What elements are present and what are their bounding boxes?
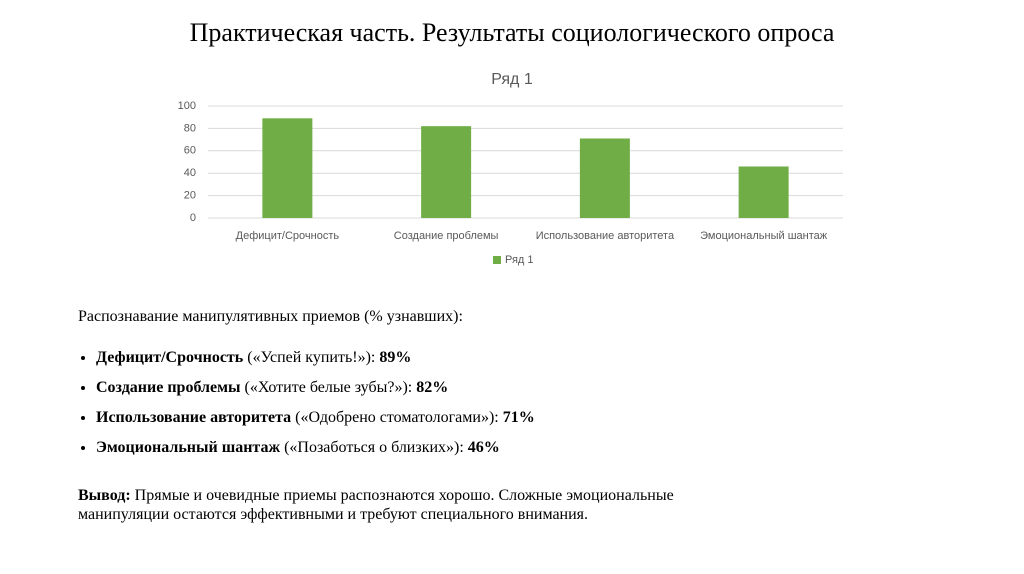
item-value: 46% — [467, 439, 500, 456]
conclusion-label: Вывод: — [78, 487, 131, 504]
bar — [421, 126, 472, 218]
item-example: («Позаботься о близких»): — [284, 439, 464, 456]
x-tick-label: Создание проблемы — [394, 230, 499, 242]
item-example: («Хотите белые зубы?»): — [244, 379, 413, 396]
item-term: Эмоциональный шантаж — [96, 439, 281, 456]
chart-title: Ряд 1 — [491, 71, 533, 88]
bar — [262, 118, 313, 218]
item-example: («Успей купить!»): — [247, 349, 376, 366]
bullet-item: Дефицит/Срочность («Успей купить!»): 89% — [96, 348, 674, 368]
x-tick-label: Использование авторитета — [536, 230, 675, 242]
conclusion: Вывод: Прямые и очевидные приемы распозн… — [78, 486, 674, 524]
x-tick-label: Эмоциональный шантаж — [700, 230, 828, 242]
item-term: Создание проблемы — [96, 379, 241, 396]
y-tick-label: 20 — [184, 190, 196, 202]
y-tick-label: 40 — [184, 167, 196, 179]
conclusion-line: Прямые и очевидные приемы распознаются х… — [134, 487, 674, 504]
legend-label: Ряд 1 — [505, 254, 534, 266]
slide-title: Практическая часть. Результаты социологи… — [189, 18, 835, 47]
y-tick-label: 0 — [190, 212, 196, 224]
bullet-item: Создание проблемы («Хотите белые зубы?»)… — [96, 378, 674, 398]
item-term: Использование авторитета — [96, 409, 292, 426]
legend-swatch — [493, 256, 501, 264]
body-text: Распознавание манипулятивных приемов (% … — [78, 308, 674, 524]
heading: Распознавание манипулятивных приемов (% … — [78, 308, 463, 325]
bar — [579, 138, 630, 218]
x-tick-label: Дефицит/Срочность — [236, 230, 340, 242]
bullet-list: Дефицит/Срочность («Успей купить!»): 89%… — [78, 348, 674, 458]
y-tick-label: 80 — [184, 122, 196, 134]
item-value: 82% — [416, 379, 449, 396]
y-tick-label: 100 — [178, 100, 196, 112]
item-value: 71% — [502, 409, 535, 426]
bullet-item: Использование авторитета («Одобрено стом… — [96, 408, 674, 428]
bullet-item: Эмоциональный шантаж («Позаботься о близ… — [96, 438, 674, 458]
y-tick-label: 60 — [184, 145, 196, 157]
bar — [738, 166, 789, 218]
item-term: Дефицит/Срочность — [96, 349, 244, 366]
conclusion-line: манипуляции остаются эффективными и треб… — [78, 506, 589, 523]
item-example: («Одобрено стоматологами»): — [295, 409, 499, 426]
chart: Ряд 1 0 20 40 60 80 100 Дефицит/Срочность Создан… — [178, 71, 843, 266]
item-value: 89% — [379, 349, 412, 366]
